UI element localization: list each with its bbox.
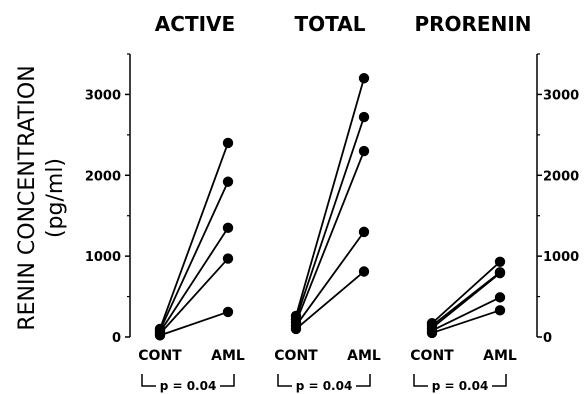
pair-line [295,78,365,317]
aml-point [358,111,370,123]
panel-prorenin: PRORENIN CONT AML p = 0.04 [410,12,531,393]
aml-point [494,256,506,268]
y-tick-label-right: 0 [543,331,552,346]
bracket-right [492,374,507,387]
category-label-aml: AML [347,348,381,364]
pair-line [159,257,229,335]
aml-point [222,176,234,187]
panel-title: TOTAL [295,12,366,36]
panel-active: ACTIVE CONT AML p = 0.04 [138,12,245,393]
aml-point [222,222,234,234]
pair-line [159,142,229,330]
p-value-label: p = 0.04 [432,379,489,393]
bracket-left [277,374,292,387]
panels: ACTIVE CONT AML p = 0.04 TOTAL CONT AML p = 0.0… [138,12,531,393]
axes: 0 0 1000 1000 2000 2000 3000 3000 [85,53,579,346]
y-tick-label-right: 3000 [543,88,579,103]
pair-line [159,181,229,331]
y-tick-label-right: 2000 [543,169,579,184]
bracket-left [141,374,156,387]
aml-point [358,145,370,157]
y-tick-label-left: 2000 [85,169,121,184]
panel-title: PRORENIN [414,12,531,36]
category-label-aml: AML [483,348,517,364]
pair-line [295,116,365,320]
category-label-cont: CONT [274,348,318,364]
category-label-cont: CONT [138,348,182,364]
pair-line [431,272,501,329]
pair-line [295,270,365,330]
aml-point [494,305,506,316]
y-tick-label-left: 0 [112,331,121,346]
aml-point [222,137,234,149]
aml-point [358,226,370,238]
panel-title: ACTIVE [155,12,235,36]
y-axis-label-line2: (pg/ml) [43,158,68,238]
aml-point [222,306,234,318]
bracket-left [413,374,428,387]
pair-line [431,309,501,334]
cont-point [154,330,166,341]
y-tick-label-left: 3000 [85,88,121,103]
cont-point [426,327,438,339]
category-label-cont: CONT [410,348,454,364]
aml-point [358,73,370,84]
p-value-label: p = 0.04 [296,379,353,393]
category-label-aml: AML [211,348,245,364]
aml-point [494,292,506,303]
cont-point [290,323,302,335]
pair-line [295,231,365,327]
aml-point [494,267,506,279]
y-tick-label-left: 1000 [85,250,121,265]
pair-line [159,227,229,333]
pair-line [431,296,501,332]
panel-total: TOTAL CONT AML p = 0.04 [274,12,381,393]
y-axis-label: RENIN CONCENTRATION (pg/ml) [15,65,68,330]
y-tick-label-right: 1000 [543,250,579,265]
p-value-label: p = 0.04 [160,379,217,393]
bracket-right [356,374,371,387]
aml-point [222,253,234,264]
bracket-right [220,374,235,387]
y-axis-label-line1: RENIN CONCENTRATION [15,65,40,330]
pair-line [431,261,501,324]
pair-line [159,311,229,337]
aml-point [358,266,370,277]
pair-line [295,150,365,323]
